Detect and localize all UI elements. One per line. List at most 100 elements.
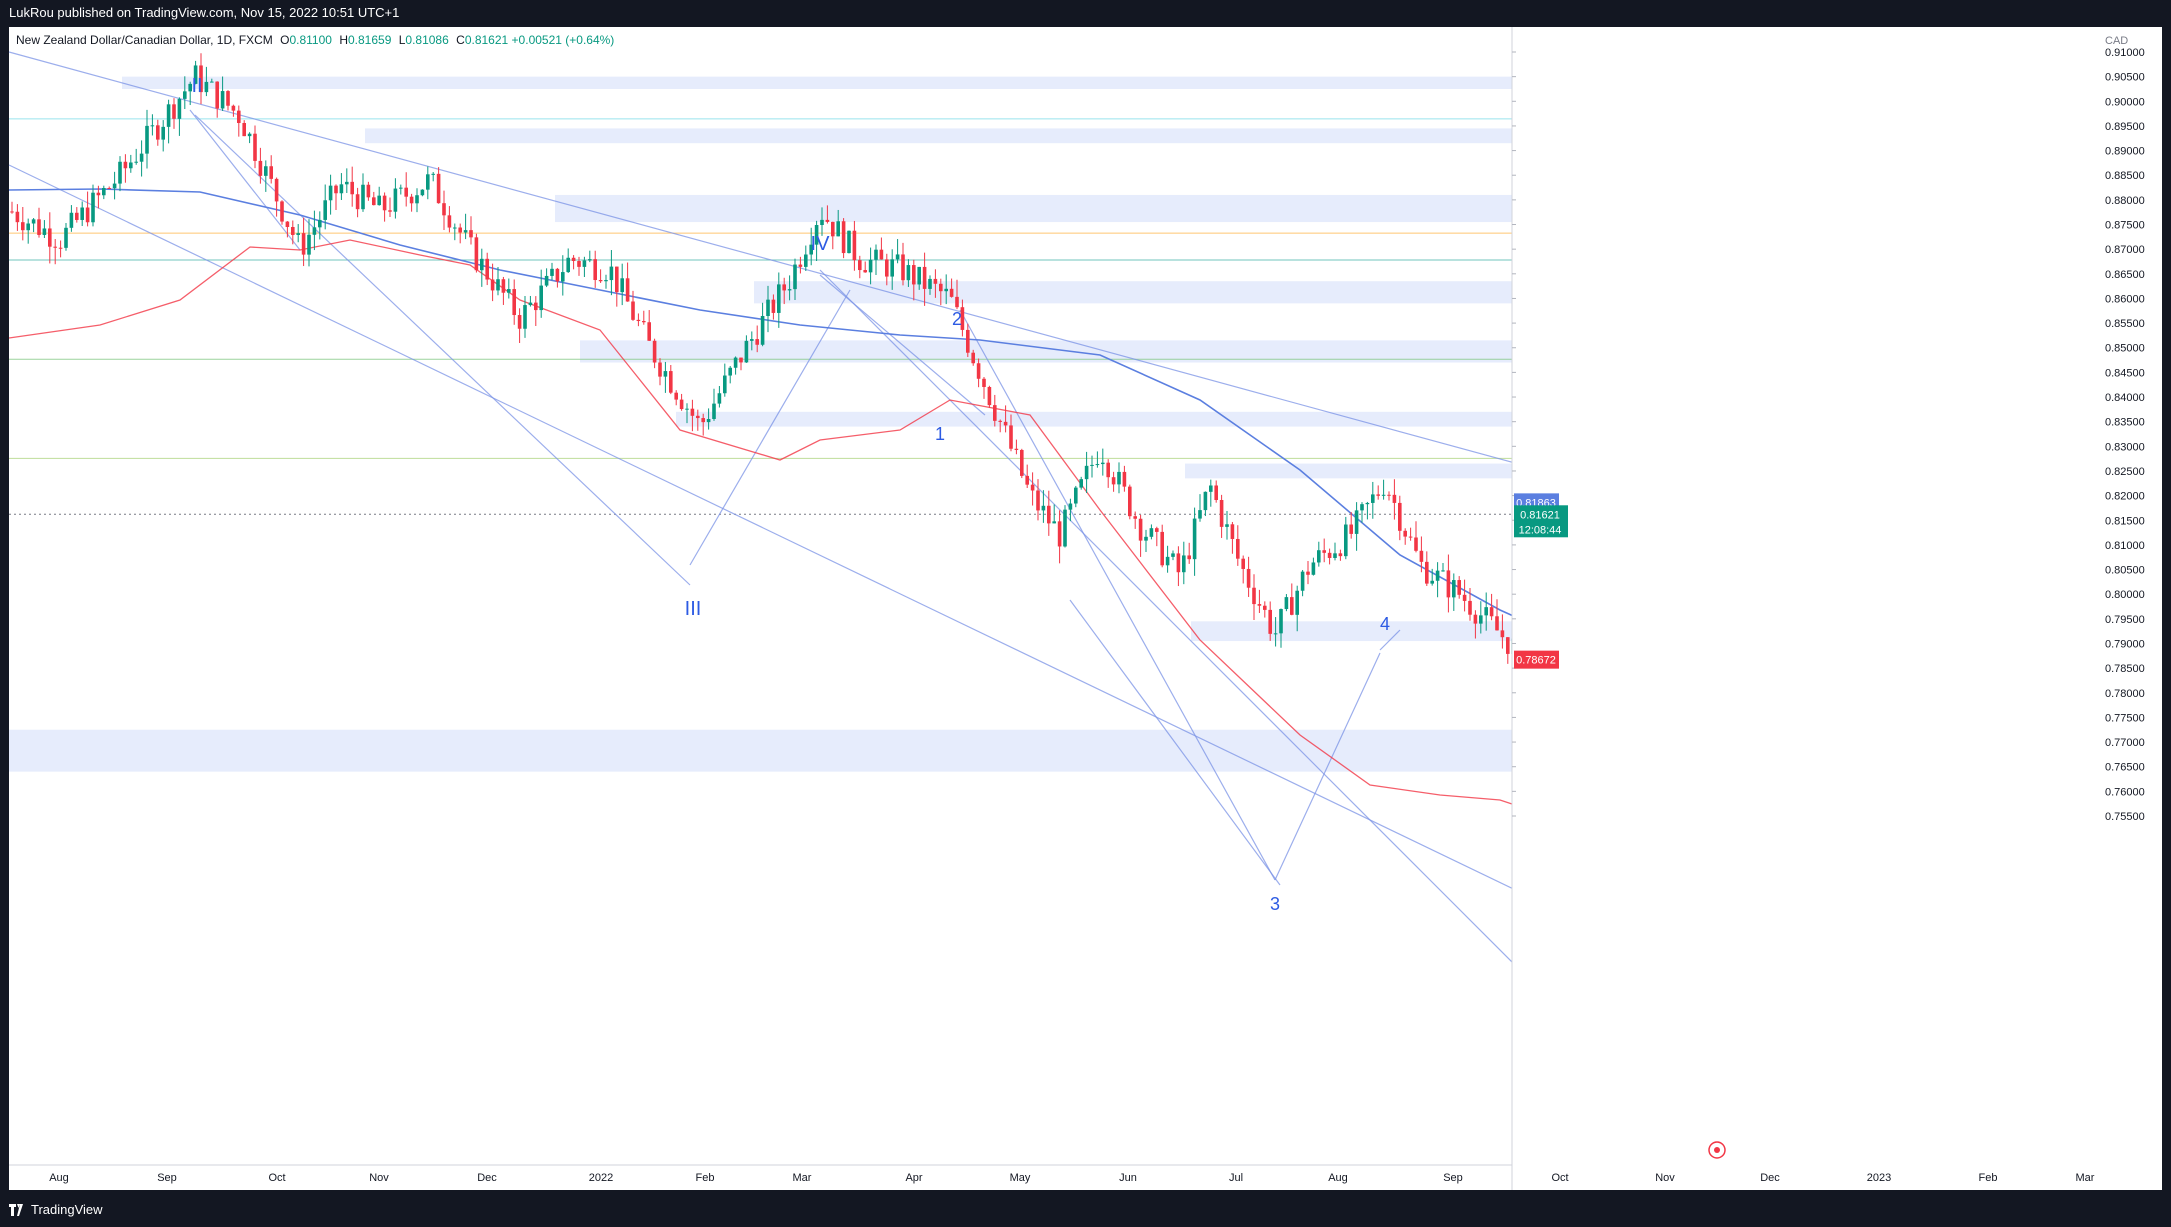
open-value: 0.81100 <box>289 33 332 47</box>
price-tick-label: 0.87500 <box>2105 220 2145 232</box>
footer-bar: TradingView <box>0 1192 2171 1227</box>
brand-name: TradingView <box>31 1202 103 1217</box>
event-marker-dot <box>1714 1147 1720 1153</box>
candle-body <box>1381 494 1386 496</box>
candle-body <box>669 371 673 393</box>
wave-label: III <box>685 598 702 620</box>
candle-body <box>188 83 192 92</box>
low-value: 0.81086 <box>405 33 449 47</box>
price-tick-label: 0.76000 <box>2105 786 2145 798</box>
price-tick-label: 0.89000 <box>2105 146 2145 158</box>
candle-body <box>1257 604 1262 606</box>
candle-body <box>636 319 641 322</box>
candle-body <box>183 91 187 99</box>
candle-body <box>301 233 306 255</box>
candle-body <box>1203 491 1208 511</box>
candle-body <box>291 227 295 235</box>
candle-body <box>312 227 317 235</box>
candle-body <box>523 305 527 329</box>
candle-body <box>1252 587 1256 605</box>
last-price-tag <box>1514 505 1568 538</box>
candle-body <box>976 363 981 379</box>
time-axis: Aug Sep Oct Nov Dec 2022 Feb Mar Apr May Jun Jul Aug… <box>9 1164 2095 1184</box>
candle-body <box>1489 607 1494 617</box>
trend-line <box>189 109 301 251</box>
candle-body <box>1414 537 1418 551</box>
candle-body <box>1495 616 1499 631</box>
symbol-legend: New Zealand Dollar/Canadian Dollar, 1D, … <box>16 33 614 47</box>
price-tick-label: 0.78500 <box>2105 663 2145 675</box>
candle-body <box>85 207 90 223</box>
candle-body <box>739 357 743 363</box>
candle-body <box>1441 570 1445 572</box>
candle-body <box>1446 570 1451 598</box>
candle-body <box>1290 597 1294 615</box>
candle-body <box>474 237 479 271</box>
published-header: LukRou published on TradingView.com, Nov… <box>0 0 2171 26</box>
candle-body <box>339 184 344 194</box>
tradingview-logo[interactable]: TradingView <box>9 1202 103 1217</box>
candle-body <box>75 212 79 220</box>
candle-body <box>469 230 473 238</box>
candle-body <box>604 280 608 282</box>
candle-body <box>625 278 630 302</box>
ma-short-price-text: 0.78672 <box>1516 655 1556 667</box>
candle-body <box>361 184 365 210</box>
candle-body <box>1106 462 1110 478</box>
trend-line <box>1379 629 1401 651</box>
candle-body <box>48 228 52 247</box>
candle-body <box>274 178 279 202</box>
candle-body <box>755 339 759 345</box>
time-tick-label: Oct <box>1551 1172 1568 1184</box>
candle-body <box>1095 464 1100 466</box>
candle-body <box>1419 550 1424 562</box>
candle-body <box>1473 614 1478 624</box>
candle-body <box>787 289 792 291</box>
candle-body <box>1117 471 1121 485</box>
wave-label: IV <box>811 233 831 255</box>
candle-body <box>253 133 257 161</box>
candle-body <box>933 278 938 284</box>
candle-body <box>696 415 700 419</box>
candle-body <box>1020 449 1024 476</box>
candle-body <box>679 399 684 410</box>
candle-body <box>1284 597 1289 610</box>
candle-body <box>172 104 176 119</box>
candle-body <box>1209 485 1213 492</box>
price-tick-label: 0.81500 <box>2105 515 2145 527</box>
candle-body <box>355 194 360 210</box>
candle-body <box>1479 615 1483 624</box>
candle-body <box>1484 607 1488 616</box>
candle-body <box>334 185 338 194</box>
time-tick-label: Sep <box>157 1172 177 1184</box>
candle-body <box>485 258 489 280</box>
candle-body <box>388 210 392 212</box>
candle-body <box>1236 538 1240 559</box>
candle-body <box>1101 462 1105 465</box>
candle-body <box>1230 524 1235 539</box>
candle-body <box>442 203 446 216</box>
wave-label: 1 <box>935 424 945 444</box>
candle-body <box>1457 580 1461 595</box>
candle-body <box>480 258 484 271</box>
trend-line <box>689 289 851 566</box>
candle-body <box>1052 521 1056 524</box>
candle-body <box>571 257 576 262</box>
candle-body <box>528 302 533 306</box>
candle-body <box>1344 524 1348 557</box>
candle-body <box>242 123 246 137</box>
candle-body <box>712 403 716 420</box>
candle-body <box>323 200 327 220</box>
candle-body <box>1387 494 1391 496</box>
candle-body <box>145 125 149 154</box>
candle-body <box>550 268 554 276</box>
candle-body <box>582 260 587 267</box>
time-tick-label: Apr <box>905 1172 922 1184</box>
trend-line <box>819 269 1641 1091</box>
price-tick-label: 0.83000 <box>2105 441 2145 453</box>
candle-body <box>393 188 398 212</box>
candle-body <box>885 259 889 277</box>
time-tick-label: Nov <box>1655 1172 1675 1184</box>
